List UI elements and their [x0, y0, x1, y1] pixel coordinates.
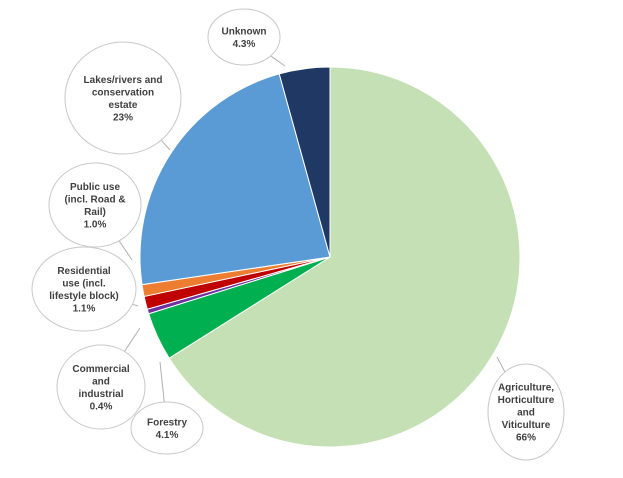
slice-value-label: 1.1%: [73, 303, 96, 314]
slice-category-label: estate: [109, 100, 138, 111]
callout-bubble: [207, 8, 281, 66]
slice-category-label: Viticulture: [502, 420, 551, 431]
callout-forestry: Forestry 4.1%: [130, 401, 204, 455]
slice-category-label: Commercial: [72, 364, 129, 375]
callout-bubble: [31, 246, 137, 332]
slice-category-label: Agriculture,: [498, 383, 554, 394]
slice-value-label: 4.3%: [233, 39, 256, 50]
leader-lines: [118, 55, 506, 403]
leader-line-commercial-and-industrial: [124, 327, 141, 352]
slice-category-label: Forestry: [147, 417, 187, 428]
callout-labels: Agriculture,HorticultureandViticulture66…: [31, 8, 565, 461]
slice-category-label: Public use: [70, 182, 120, 193]
callout-public-use-incl-road-rail: Public use(incl. Road & Rail)1.0%: [48, 162, 142, 248]
leader-line-forestry: [159, 361, 165, 403]
leader-line-public-use-incl-road-rail: [118, 240, 133, 261]
slice-category-label: and: [92, 376, 110, 387]
pie-slice-lakes-rivers-and-conservation-estate: [139, 73, 331, 286]
slice-value-label: 0.4%: [90, 401, 113, 412]
slice-category-label: Horticulture: [498, 395, 555, 406]
pie-slice-unknown: [278, 66, 331, 258]
slice-category-label: Lakes/rivers and: [84, 75, 163, 86]
callout-bubble: [48, 162, 142, 248]
leader-line-lakes-rivers-and-conservation-estate: [160, 139, 171, 151]
pie-slices: [139, 66, 521, 448]
slice-category-label: Unknown: [222, 26, 267, 37]
callout-bubble: [56, 344, 146, 430]
pie-slice-agriculture-horticulture-and-viticulture: [168, 66, 521, 448]
slice-category-label: conservation: [92, 87, 154, 98]
slice-category-label: lifestyle block): [49, 291, 118, 302]
slice-category-label: Rail): [84, 207, 106, 218]
slice-category-label: Residential: [57, 266, 111, 277]
leader-line-residential-use-incl-lifestyle-block: [132, 303, 139, 307]
slice-value-label: 4.1%: [156, 430, 179, 441]
slice-category-label: and: [517, 408, 535, 419]
slice-category-label: industrial: [78, 389, 123, 400]
callout-bubble: [487, 363, 565, 461]
slice-category-label: use (incl.: [62, 278, 106, 289]
slice-value-label: 1.0%: [84, 219, 107, 230]
leader-line-agriculture-horticulture-and-viticulture: [496, 356, 506, 373]
callout-unknown: Unknown 4.3%: [207, 8, 281, 66]
leader-line-unknown: [270, 55, 286, 67]
slice-category-label: (incl. Road &: [64, 194, 125, 205]
callout-bubble: [130, 401, 204, 455]
callout-bubble: [64, 41, 182, 155]
slice-value-label: 66%: [516, 433, 536, 444]
slice-value-label: 23%: [113, 112, 133, 123]
